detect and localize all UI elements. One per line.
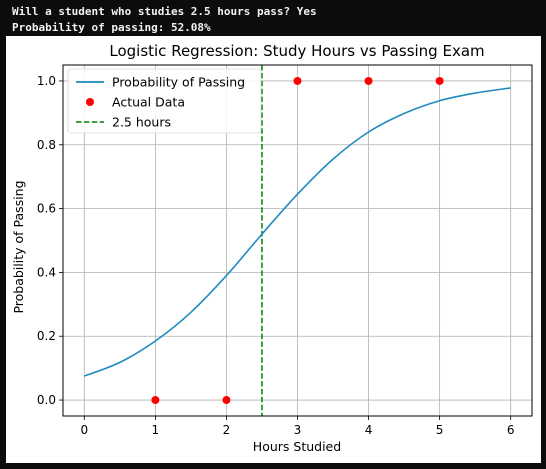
y-tick-label-5: 1.0: [37, 74, 56, 88]
probability-curve: [84, 87, 511, 377]
y-tick-label-1: 0.2: [37, 329, 56, 343]
x-axis-label: Hours Studied: [253, 439, 341, 454]
data-point-1: [222, 396, 231, 405]
y-tick-label-4: 0.8: [37, 138, 56, 152]
data-point-4: [435, 76, 444, 85]
chart-figure: Logistic Regression: Study Hours vs Pass…: [6, 36, 541, 463]
probability-curve-layer: [84, 87, 511, 377]
chart-title: Logistic Regression: Study Hours vs Pass…: [109, 42, 484, 60]
y-tick-label-3: 0.6: [37, 202, 56, 216]
y-tick-label-2: 0.4: [37, 265, 56, 279]
chart-legend: Probability of Passing Actual Data 2.5 hou…: [67, 68, 262, 134]
x-axis-ticks: 0 1 2 3 4 5 6: [80, 416, 515, 437]
console-output: Will a student who studies 2.5 hours pas…: [12, 4, 317, 35]
x-tick-label-4: 4: [365, 423, 373, 437]
chart-svg: Logistic Regression: Study Hours vs Pass…: [11, 42, 533, 454]
legend-label-2: 2.5 hours: [112, 115, 171, 130]
x-tick-label-5: 5: [436, 423, 444, 437]
x-tick-label-0: 0: [80, 423, 88, 437]
y-axis-ticks: 0.0 0.2 0.4 0.6 0.8 1.0: [37, 74, 63, 407]
x-tick-label-6: 6: [507, 423, 515, 437]
data-point-0: [151, 396, 160, 405]
console-line-probability: Probability of passing: 52.08%: [12, 20, 211, 34]
y-tick-label-0: 0.0: [37, 393, 56, 407]
y-axis-label: Probability of Passing: [11, 180, 26, 313]
x-tick-label-1: 1: [152, 423, 160, 437]
scatter-points-layer: [151, 76, 444, 405]
console-line-prediction: Will a student who studies 2.5 hours pas…: [12, 5, 317, 18]
legend-box: [67, 68, 262, 134]
legend-label-1: Actual Data: [112, 95, 185, 110]
legend-point-swatch: [86, 98, 94, 106]
data-point-2: [293, 76, 302, 85]
data-point-3: [364, 76, 373, 85]
legend-label-0: Probability of Passing: [112, 75, 245, 90]
x-tick-label-2: 2: [223, 423, 231, 437]
x-tick-label-3: 3: [294, 423, 302, 437]
